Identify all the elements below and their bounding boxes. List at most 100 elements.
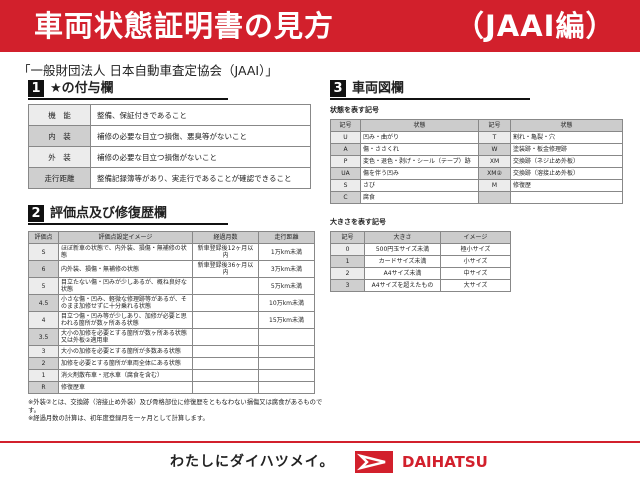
table-cell (258, 345, 315, 358)
brand-name: DAIHATSU (402, 453, 488, 471)
row-value: 補修の必要な目立つ損傷、悪臭等がないこと (90, 125, 311, 147)
table-row: 機 能整備、保証付きであること (28, 104, 311, 126)
table-cell: 修復歴 (510, 179, 623, 192)
column-header: イメージ (440, 231, 511, 244)
table-cell: 塗装跡・板金修理跡 (510, 143, 623, 156)
daihatsu-logo-icon (355, 451, 393, 473)
table-cell: さび (360, 179, 479, 192)
table-cell: A (330, 143, 361, 156)
table-cell: 0 (330, 243, 365, 256)
table-cell (192, 381, 259, 394)
table-cell: 1万km未満 (258, 243, 315, 261)
table-cell: XM (478, 155, 511, 168)
table-cell: T (478, 131, 511, 144)
section-title: 評価点及び修復歴欄 (50, 206, 168, 221)
table-cell (478, 191, 511, 204)
table-cell: W (478, 143, 511, 156)
section1-heading: 1 ★の付与欄 (28, 80, 228, 100)
table-cell: 4 (28, 311, 59, 329)
table-cell: 新車登録後12ヶ月以内 (192, 243, 259, 261)
table-cell (258, 357, 315, 370)
section2-heading: 2 評価点及び修復歴欄 (28, 205, 228, 225)
table-cell: 加修を必要とする箇所が車両全体にある状態 (58, 357, 193, 370)
table-row: 走行距離 整備記録簿等があり、実走行であることが確認できること (28, 167, 311, 189)
table-cell: 腐食 (360, 191, 479, 204)
organization-name: 「一般財団法人 日本自動車査定協会（JAAI）」 (18, 63, 278, 78)
table-row: 2 A4サイズ未満 中サイズ (330, 267, 511, 280)
table-cell: 傷を伴う凹み (360, 167, 479, 180)
table-row: R 修復歴車 (28, 381, 315, 394)
table-cell: 修復歴車 (58, 381, 193, 394)
table-row: 1 消火剤散布車・冠水車（腐食を含む） (28, 369, 315, 382)
table-row: U 凹み・曲がり T 割れ・亀裂・穴 (330, 131, 623, 144)
column-header: 大きさ (364, 231, 441, 244)
table-row: P 変色・退色・剥げ・シール（テープ）跡 XM 交換跡（ネジ止め外板） (330, 155, 623, 168)
table-cell (192, 345, 259, 358)
table-cell: 3万km未満 (258, 260, 315, 278)
table-cell (192, 311, 259, 329)
table-cell: R (28, 381, 59, 394)
section-number: 2 (28, 205, 44, 222)
table-row: 3 大小の加修を必要とする箇所が多数ある状態 (28, 345, 315, 358)
table-cell (258, 381, 315, 394)
table-row: 3 A4サイズを超えたもの 大サイズ (330, 279, 511, 292)
table-cell: 交換跡（溶接止め外板） (510, 167, 623, 180)
table-row: 2 加修を必要とする箇所が車両全体にある状態 (28, 357, 315, 370)
row-value: 補修の必要な目立つ損傷がないこと (90, 146, 311, 168)
table-row: 1 カードサイズ未満 小サイズ (330, 255, 511, 268)
state-symbols-title: 状態を表す記号 (330, 106, 379, 114)
table-row: 5 目立たない傷・凹みが少しあるが、概ね良好な状態 5万km未満 (28, 277, 315, 295)
section-title: ★の付与欄 (50, 81, 114, 96)
column-header: 記号 (330, 119, 361, 132)
table-cell: C (330, 191, 361, 204)
table-cell: 傷・ささくれ (360, 143, 479, 156)
table-cell: ほぼ新車の状態で、内外装、損傷・無補修の状態 (58, 243, 193, 261)
table-cell: 新車登録後36ヶ月以内 (192, 260, 259, 278)
column-header: 状態 (360, 119, 479, 132)
right-column: 3 車両図欄 状態を表す記号 記号 状態 記号 状態 U 凹み・曲がり T 割れ・亀裂・穴 A 傷・… (330, 80, 625, 292)
column-header: 評価点設定イメージ (58, 231, 193, 244)
table-cell: 6 (28, 260, 59, 278)
state-symbols-table: 記号 状態 記号 状態 U 凹み・曲がり T 割れ・亀裂・穴 A 傷・ささくれ W 塗装跡・板金修理跡… (330, 119, 623, 204)
table-cell: U (330, 131, 361, 144)
table-row: UA 傷を伴う凹み XM② 交換跡（溶接止め外板） (330, 167, 623, 180)
star-table: 機 能整備、保証付きであること内 装補修の必要な目立つ損傷、悪臭等がないこと外 … (28, 104, 311, 189)
column-header: 走行距離 (258, 231, 315, 244)
table-cell: 2 (28, 357, 59, 370)
table-cell: 5 (28, 277, 59, 295)
table-cell: XM② (478, 167, 511, 180)
table-cell: 3 (330, 279, 365, 292)
table-cell (258, 328, 315, 346)
table-cell: 3.5 (28, 328, 59, 346)
table-cell: 2 (330, 267, 365, 280)
table-cell: S (28, 243, 59, 261)
table-cell: P (330, 155, 361, 168)
table-cell: 1 (330, 255, 365, 268)
slogan: わたしにダイハツメイ。 (170, 454, 335, 470)
page-subtitle: （JAAI編） (455, 9, 616, 43)
row-value: 整備、保証付きであること (90, 104, 311, 126)
table-cell: A4サイズを超えたもの (364, 279, 441, 292)
table-row: S さび M 修復歴 (330, 179, 623, 192)
column-header: 記号 (478, 119, 511, 132)
table-row: A 傷・ささくれ W 塗装跡・板金修理跡 (330, 143, 623, 156)
table-cell: 大小の加修を必要とする箇所が数ヶ所ある状態又は外板②適用車 (58, 328, 193, 346)
table-cell: 4.5 (28, 294, 59, 312)
table-cell: UA (330, 167, 361, 180)
section3-heading: 3 車両図欄 (330, 80, 530, 100)
table-cell (510, 191, 623, 204)
size-symbols-title: 大きさを表す記号 (330, 218, 386, 226)
note: ※経過月数の計算は、初年度登録月を一ヶ月として計算します。 (28, 415, 209, 422)
table-row: S ほぼ新車の状態で、内外装、損傷・無補修の状態 新車登録後12ヶ月以内 1万km未満 (28, 243, 315, 261)
table-cell: 凹み・曲がり (360, 131, 479, 144)
table-cell: 1 (28, 369, 59, 382)
table-cell (192, 328, 259, 346)
notes: ※外装②とは、交換跡（溶接止め外装）及び骨格部位に修復歴をともなわない損傷又は腐… (28, 399, 328, 423)
table-cell (192, 357, 259, 370)
table-cell: 変色・退色・剥げ・シール（テープ）跡 (360, 155, 479, 168)
table-row: 4.5 小さな傷・凹み、軽微な修理跡等があるが、そのまま加修せずに十分乗れる状態 1… (28, 294, 315, 312)
section-number: 1 (28, 80, 44, 97)
table-cell: 内外装、損傷・無補修の状態 (58, 260, 193, 278)
table-cell (258, 369, 315, 382)
column-header: 状態 (510, 119, 623, 132)
